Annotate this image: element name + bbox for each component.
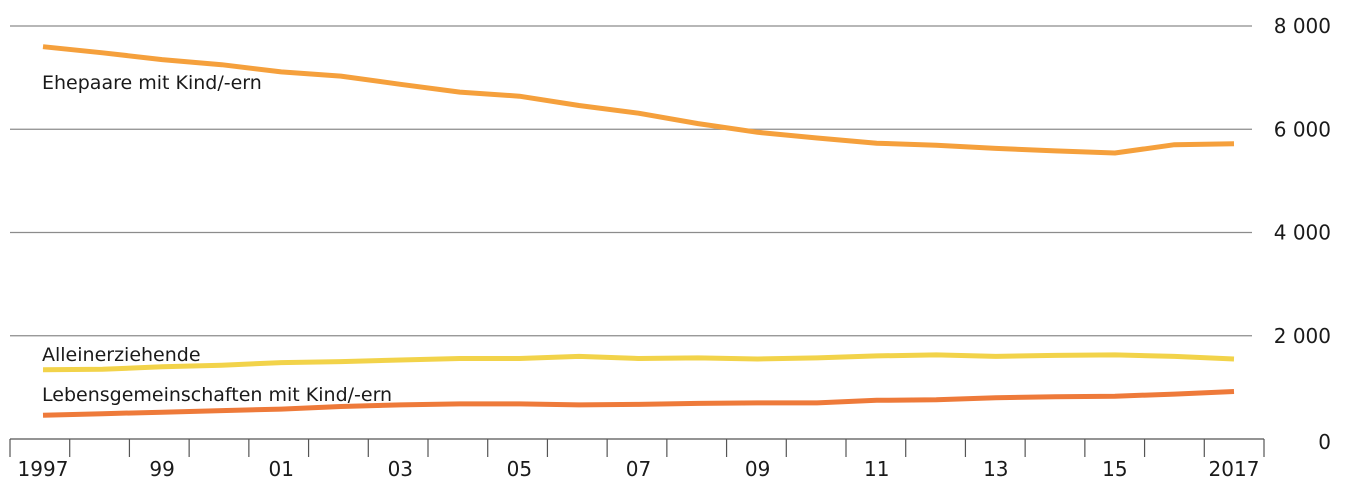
series-label-2: Lebensgemeinschaften mit Kind/-ern [42, 384, 392, 406]
series-lines [42, 44, 1235, 418]
x-tick-label: 13 [983, 457, 1008, 479]
y-tick-label: 2 000 [1274, 324, 1331, 348]
x-tick-label: 15 [1102, 457, 1127, 479]
y-axis: 0 2 000 4 000 6 000 8 000 [1274, 14, 1331, 454]
x-tick-label: 09 [745, 457, 770, 479]
x-tick-label: 03 [388, 457, 413, 479]
y-tick-label: 6 000 [1274, 117, 1331, 141]
x-axis: 1997 99 01 03 05 07 09 11 13 15 2017 [9, 438, 1265, 479]
y-tick-label: 4 000 [1274, 221, 1331, 245]
x-tick-label: 99 [149, 457, 174, 479]
x-tick-label: 1997 [18, 457, 69, 479]
x-tick-label: 01 [268, 457, 293, 479]
series-label-0: Ehepaare mit Kind/-ern [42, 72, 262, 94]
series-line-2 [42, 389, 1235, 418]
series-line-0 [42, 44, 1235, 156]
y-tick-label: 8 000 [1274, 14, 1331, 38]
gridlines [10, 25, 1252, 337]
y-tick-label: 0 [1318, 430, 1331, 454]
series-label-1: Alleinerziehende [42, 344, 201, 366]
x-tick-label: 2017 [1209, 457, 1260, 479]
series-line-1 [42, 352, 1235, 373]
x-tick-label: 05 [507, 457, 532, 479]
x-tick-label: 11 [864, 457, 889, 479]
x-tick-label: 07 [626, 457, 651, 479]
series-labels: Ehepaare mit Kind/-ern Alleinerziehende Le… [42, 72, 392, 406]
